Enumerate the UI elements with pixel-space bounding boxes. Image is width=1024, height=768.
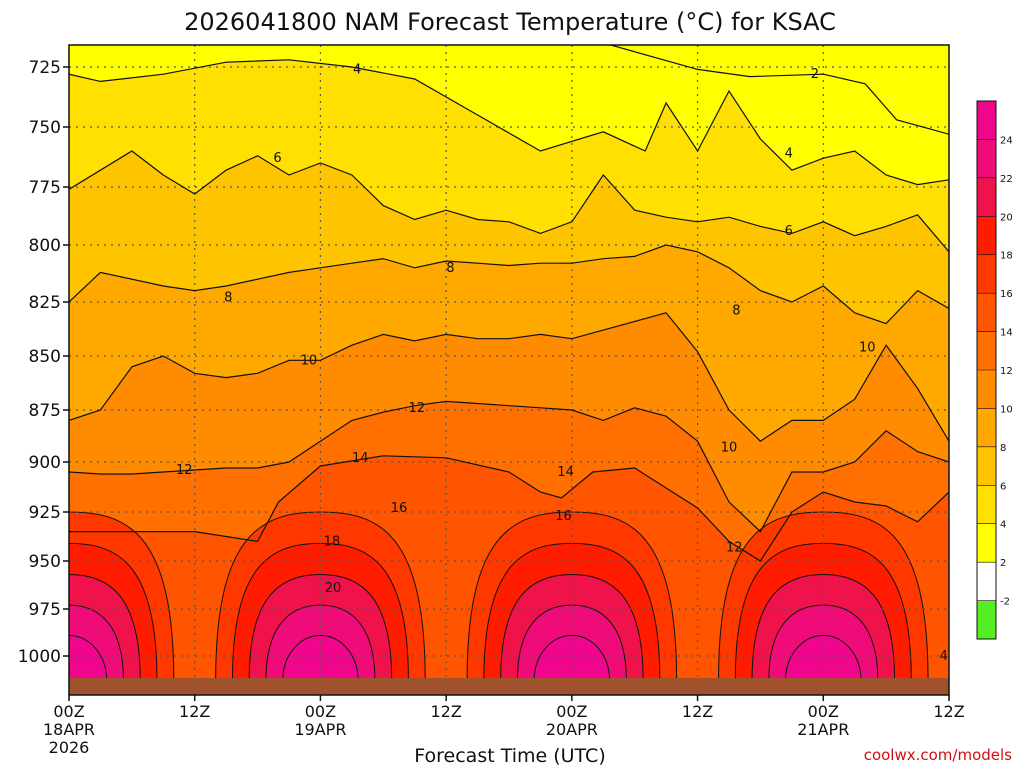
- colorbar-segment: [977, 446, 996, 486]
- contour-line-4: [69, 59, 949, 186]
- colorbar-tick-label: 20: [1000, 212, 1013, 223]
- y-tick-label: 775: [29, 178, 61, 198]
- contour-label: 14: [557, 465, 574, 480]
- colorbar-segment: [977, 139, 996, 179]
- colorbar-segment: [977, 293, 996, 333]
- y-tick-label: 975: [29, 600, 61, 620]
- y-tick-label: 950: [29, 552, 61, 572]
- contour-label: 14: [352, 451, 369, 466]
- y-axis: 725 750 775 800 825 850 875 900 925 950 975 1000: [18, 58, 69, 667]
- colorbar-tick-label: 6: [1000, 481, 1006, 492]
- y-tick-label: 900: [29, 453, 61, 473]
- colorbar-segment: [977, 101, 996, 140]
- ground-band: [69, 678, 949, 695]
- colorbar-tick-label: 2: [1000, 558, 1006, 569]
- x-tick-date: 19APR: [294, 720, 346, 739]
- contour-label: 18: [324, 534, 341, 549]
- colorbar-segment: [977, 600, 996, 640]
- contour-label: 20: [325, 581, 342, 596]
- colorbar-tick-label: -2: [1000, 597, 1010, 608]
- y-tick-label: 1000: [18, 647, 61, 667]
- y-tick-label: 750: [29, 118, 61, 138]
- y-tick-label: 725: [29, 58, 61, 78]
- y-tick-label: 825: [29, 293, 61, 313]
- contour-line-2: [608, 45, 949, 135]
- contour-line-10: [69, 312, 949, 442]
- plot-frame: [68, 44, 950, 696]
- colorbar-segment: [977, 485, 996, 525]
- contour-label: 6: [273, 151, 281, 166]
- contour-label: 16: [555, 509, 572, 524]
- colorbar-segment: [977, 177, 996, 217]
- x-tick-label: 00Z: [305, 702, 336, 721]
- warm-core-2-24: [533, 634, 611, 681]
- y-tick-label: 800: [29, 236, 61, 256]
- chart-title: 2026041800 NAM Forecast Temperature (°C)…: [184, 8, 836, 36]
- colorbar-tick-label: 14: [1000, 328, 1013, 339]
- contour-label: 12: [176, 463, 193, 478]
- contour-line-6: [69, 150, 949, 253]
- credit-link[interactable]: coolwx.com/models: [864, 746, 1012, 764]
- colorbar-segment: [977, 523, 996, 563]
- colorbar-tick-label: 16: [1000, 289, 1013, 300]
- x-tick-label: 00Z: [808, 702, 839, 721]
- contour-label: 2: [811, 67, 819, 82]
- colorbar-tick-label: 22: [1000, 174, 1013, 185]
- x-tick-year: 2026: [49, 738, 90, 757]
- colorbar-segment: [977, 331, 996, 371]
- contour-label: 10: [859, 340, 876, 355]
- colorbar-tick-label: 18: [1000, 251, 1013, 262]
- x-tick-date: 21APR: [797, 720, 849, 739]
- y-tick-label: 925: [29, 503, 61, 523]
- contour-line-14: [69, 455, 949, 562]
- colorbar-tick-label: 4: [1000, 520, 1006, 531]
- x-tick-date: 20APR: [546, 720, 598, 739]
- colorbar-tick-label: 24: [1000, 135, 1013, 146]
- colorbar-segment: [977, 254, 996, 294]
- colorbar-segment: [977, 408, 996, 448]
- contour-label: 6: [785, 224, 793, 239]
- x-tick-label: 12Z: [682, 702, 713, 721]
- contour-label: 10: [301, 353, 318, 368]
- contour-label: 8: [446, 261, 454, 276]
- x-tick-date: 18APR: [43, 720, 95, 739]
- x-tick-label: 12Z: [179, 702, 210, 721]
- y-tick-label: 850: [29, 347, 61, 367]
- plot-area: 2 4 4 6 6 8 8 8 10 10 10 12 12 12 14 14 16 16 18 20 4: [69, 45, 949, 695]
- colorbar-segment: [977, 216, 996, 256]
- contour-label: 10: [721, 440, 738, 455]
- contour-label: 16: [391, 501, 408, 516]
- warm-core-1-24: [282, 634, 359, 681]
- contour-label: 12: [409, 401, 426, 416]
- colorbar-tick-label: 8: [1000, 443, 1006, 454]
- colorbar-segment: [977, 562, 996, 602]
- colorbar-tick-label: 10: [1000, 404, 1013, 415]
- contour-line-8: [69, 244, 949, 325]
- x-tick-label: 00Z: [53, 702, 84, 721]
- colorbar-segment: [977, 370, 996, 409]
- y-tick-label: 875: [29, 401, 61, 421]
- contour-label: 8: [224, 290, 232, 305]
- x-tick-label: 12Z: [430, 702, 461, 721]
- contour-label: 12: [726, 540, 743, 555]
- x-tick-label: 00Z: [556, 702, 587, 721]
- x-tick-label: 12Z: [933, 702, 964, 721]
- contour-line-12: [69, 400, 949, 533]
- colorbar-tick-label: 12: [1000, 366, 1013, 377]
- contour-label: 4: [785, 146, 793, 161]
- warm-core-3-24: [785, 634, 862, 681]
- contour-label: 4: [353, 62, 361, 77]
- contour-label: 8: [732, 304, 740, 319]
- contour-label: 4: [940, 649, 948, 664]
- x-axis-label: Forecast Time (UTC): [414, 745, 605, 767]
